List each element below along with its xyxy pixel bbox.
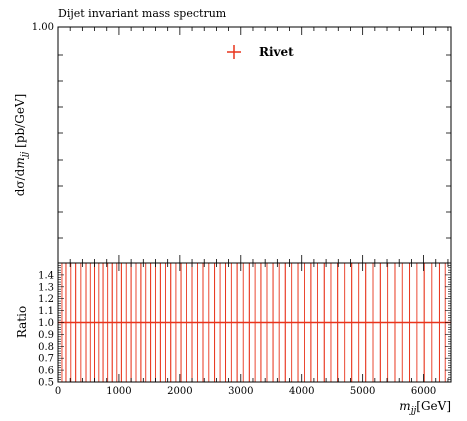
legend-label: Rivet	[259, 45, 294, 59]
ratio-y-tick-label: 0.6	[38, 366, 54, 377]
ratio-y-axis-label: Ratio	[15, 306, 29, 338]
ratio-y-tick-label: 0.8	[38, 342, 54, 353]
x-axis-unit: [GeV]	[416, 399, 451, 413]
main-ticks	[57, 26, 451, 263]
legend: Rivet	[227, 45, 294, 59]
ratio-y-tick-label: 1.1	[38, 306, 54, 317]
main-y-axis-label: dσ/dmjj [pb/GeV]	[13, 94, 30, 197]
x-tick-label: 0	[55, 386, 61, 397]
main-panel: 1.00 dσ/dmjj [pb/GeV] Rivet	[13, 22, 452, 264]
x-tick-label: 4000	[289, 386, 314, 397]
ratio-y-tick-label: 1.3	[38, 282, 54, 293]
x-axis-label: mjj[GeV]	[399, 399, 451, 416]
main-y-tick-label: 1.00	[32, 22, 54, 33]
ratio-y-tick-label: 1.2	[38, 294, 54, 305]
ratio-bins	[57, 262, 452, 383]
x-tick-label: 3000	[228, 386, 253, 397]
ratio-y-tick-label: 0.7	[38, 354, 54, 365]
ratio-y-tick-label: 0.5	[38, 378, 54, 389]
ratio-y-tick-label: 1.4	[38, 270, 54, 281]
x-tick-label: 1000	[106, 386, 131, 397]
ratio-y-tick-label: 1.0	[38, 318, 54, 329]
ratio-y-tick-labels: 0.50.60.70.80.91.01.11.21.31.4	[38, 270, 54, 388]
ratio-y-tick-label: 0.9	[38, 330, 54, 341]
x-tick-label: 5000	[350, 386, 375, 397]
x-tick-labels: 0 1000 2000 3000 4000 5000 6000	[55, 386, 436, 397]
ratio-panel: 0.50.60.70.80.91.01.11.21.31.4 0 1000 2000…	[15, 262, 452, 416]
main-frame	[57, 26, 452, 264]
x-tick-label: 2000	[167, 386, 192, 397]
chart-title: Dijet invariant mass spectrum	[58, 7, 227, 20]
ratio-ticks	[57, 262, 451, 383]
x-tick-label: 6000	[411, 386, 436, 397]
